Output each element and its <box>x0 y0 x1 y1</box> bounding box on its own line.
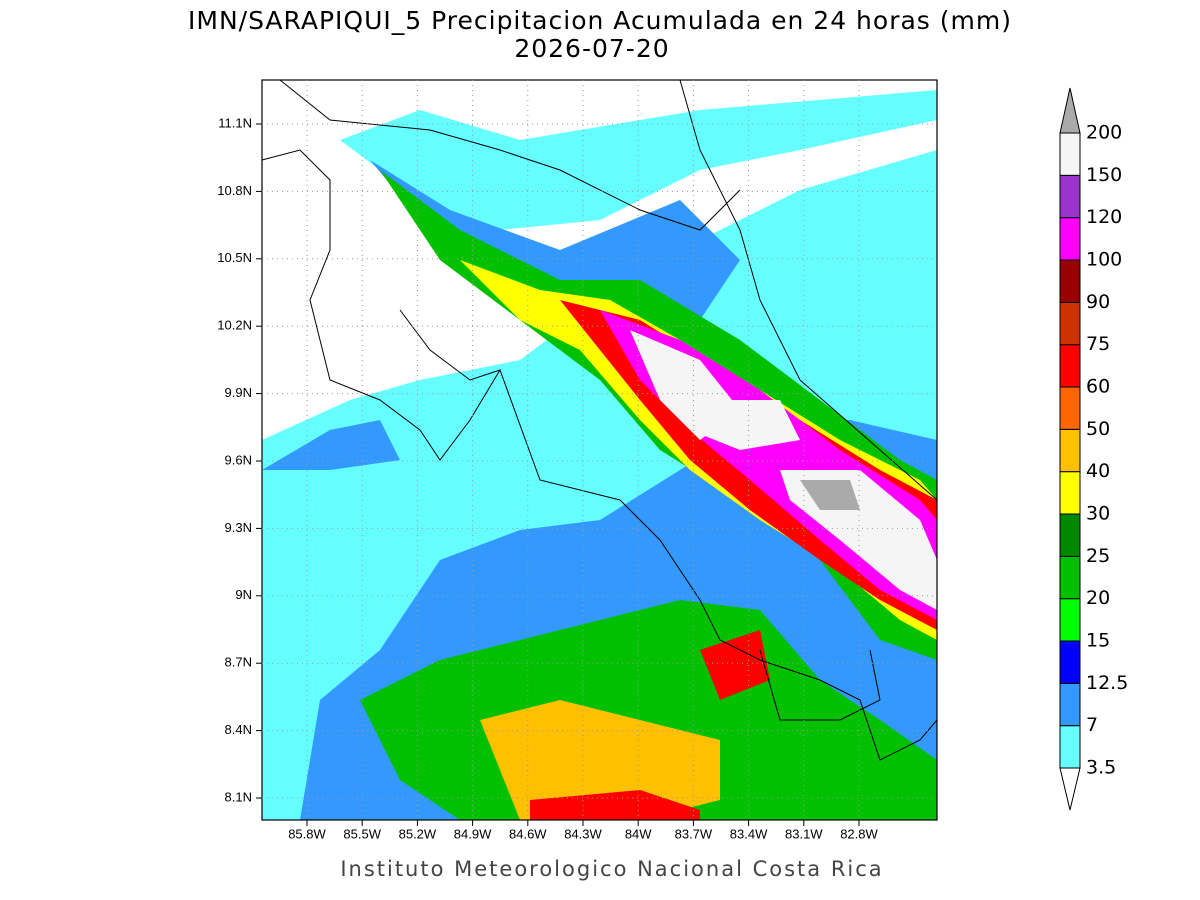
colorbar-label: 12.5 <box>1086 672 1128 694</box>
lat-label: 8.7N <box>225 655 252 670</box>
lat-label: 10.8N <box>217 183 252 198</box>
lat-label: 9N <box>235 587 252 602</box>
lon-label: 84.9W <box>454 826 492 841</box>
colorbar-box <box>1059 598 1081 642</box>
colorbar-label: 150 <box>1086 164 1122 186</box>
lon-label: 84.6W <box>509 826 547 841</box>
colorbar-box <box>1059 301 1081 346</box>
colorbar-label: 30 <box>1086 503 1110 525</box>
lat-label: 10.5N <box>217 250 252 265</box>
colorbar-label: 75 <box>1086 333 1110 355</box>
colorbar-label: 200 <box>1086 122 1122 144</box>
lat-label: 10.2N <box>217 318 252 333</box>
colorbar-label: 50 <box>1086 418 1110 440</box>
colorbar-box <box>1059 428 1081 473</box>
colorbar-box <box>1059 725 1081 769</box>
colorbar-box <box>1059 344 1081 388</box>
colorbar-label: 100 <box>1086 249 1122 271</box>
lat-label: 9.6N <box>225 452 252 467</box>
colorbar-over <box>1059 87 1081 134</box>
colorbar-label: 15 <box>1086 630 1110 652</box>
lon-label: 83.4W <box>730 826 768 841</box>
lon-label: 85.2W <box>399 826 437 841</box>
lat-label: 11.1N <box>218 115 252 130</box>
colorbar-label: 20 <box>1086 587 1110 609</box>
lon-label: 82.8W <box>840 826 878 841</box>
date: 2026-07-20 <box>514 34 669 63</box>
footer: Instituto Meteorologico Nacional Costa R… <box>340 857 883 881</box>
colorbar-label: 90 <box>1086 291 1110 313</box>
colorbar-box <box>1059 217 1081 261</box>
lon-label: 84W <box>625 826 652 841</box>
precipitation-field <box>261 79 938 820</box>
colorbar-label: 120 <box>1086 206 1122 228</box>
colorbar-box <box>1059 471 1081 515</box>
lat-label: 9.3N <box>225 520 252 535</box>
colorbar-box <box>1059 682 1081 727</box>
colorbar-box <box>1059 259 1081 303</box>
lat-label: 8.1N <box>225 789 252 804</box>
colorbar-label: 25 <box>1086 545 1110 567</box>
colorbar-box <box>1059 555 1081 600</box>
title: IMN/SARAPIQUI_5 Precipitacion Acumulada … <box>188 6 1012 35</box>
colorbar-label: 3.5 <box>1086 757 1116 779</box>
colorbar-box <box>1059 132 1081 176</box>
colorbar-under <box>1059 767 1081 811</box>
colorbar-label: 60 <box>1086 376 1110 398</box>
lat-label: 9.9N <box>225 385 252 400</box>
lon-label: 85.8W <box>288 826 326 841</box>
colorbar-box <box>1059 174 1081 219</box>
map-frame <box>261 79 938 821</box>
lon-label: 83.7W <box>675 826 713 841</box>
lat-label: 8.4N <box>225 722 252 737</box>
colorbar-label: 7 <box>1086 714 1098 736</box>
colorbar-box <box>1059 640 1081 684</box>
colorbar-box <box>1059 513 1081 557</box>
colorbar-box <box>1059 386 1081 430</box>
colorbar-label: 40 <box>1086 460 1110 482</box>
lon-label: 84.3W <box>564 826 602 841</box>
lon-label: 83.1W <box>785 826 823 841</box>
lon-label: 85.5W <box>343 826 381 841</box>
